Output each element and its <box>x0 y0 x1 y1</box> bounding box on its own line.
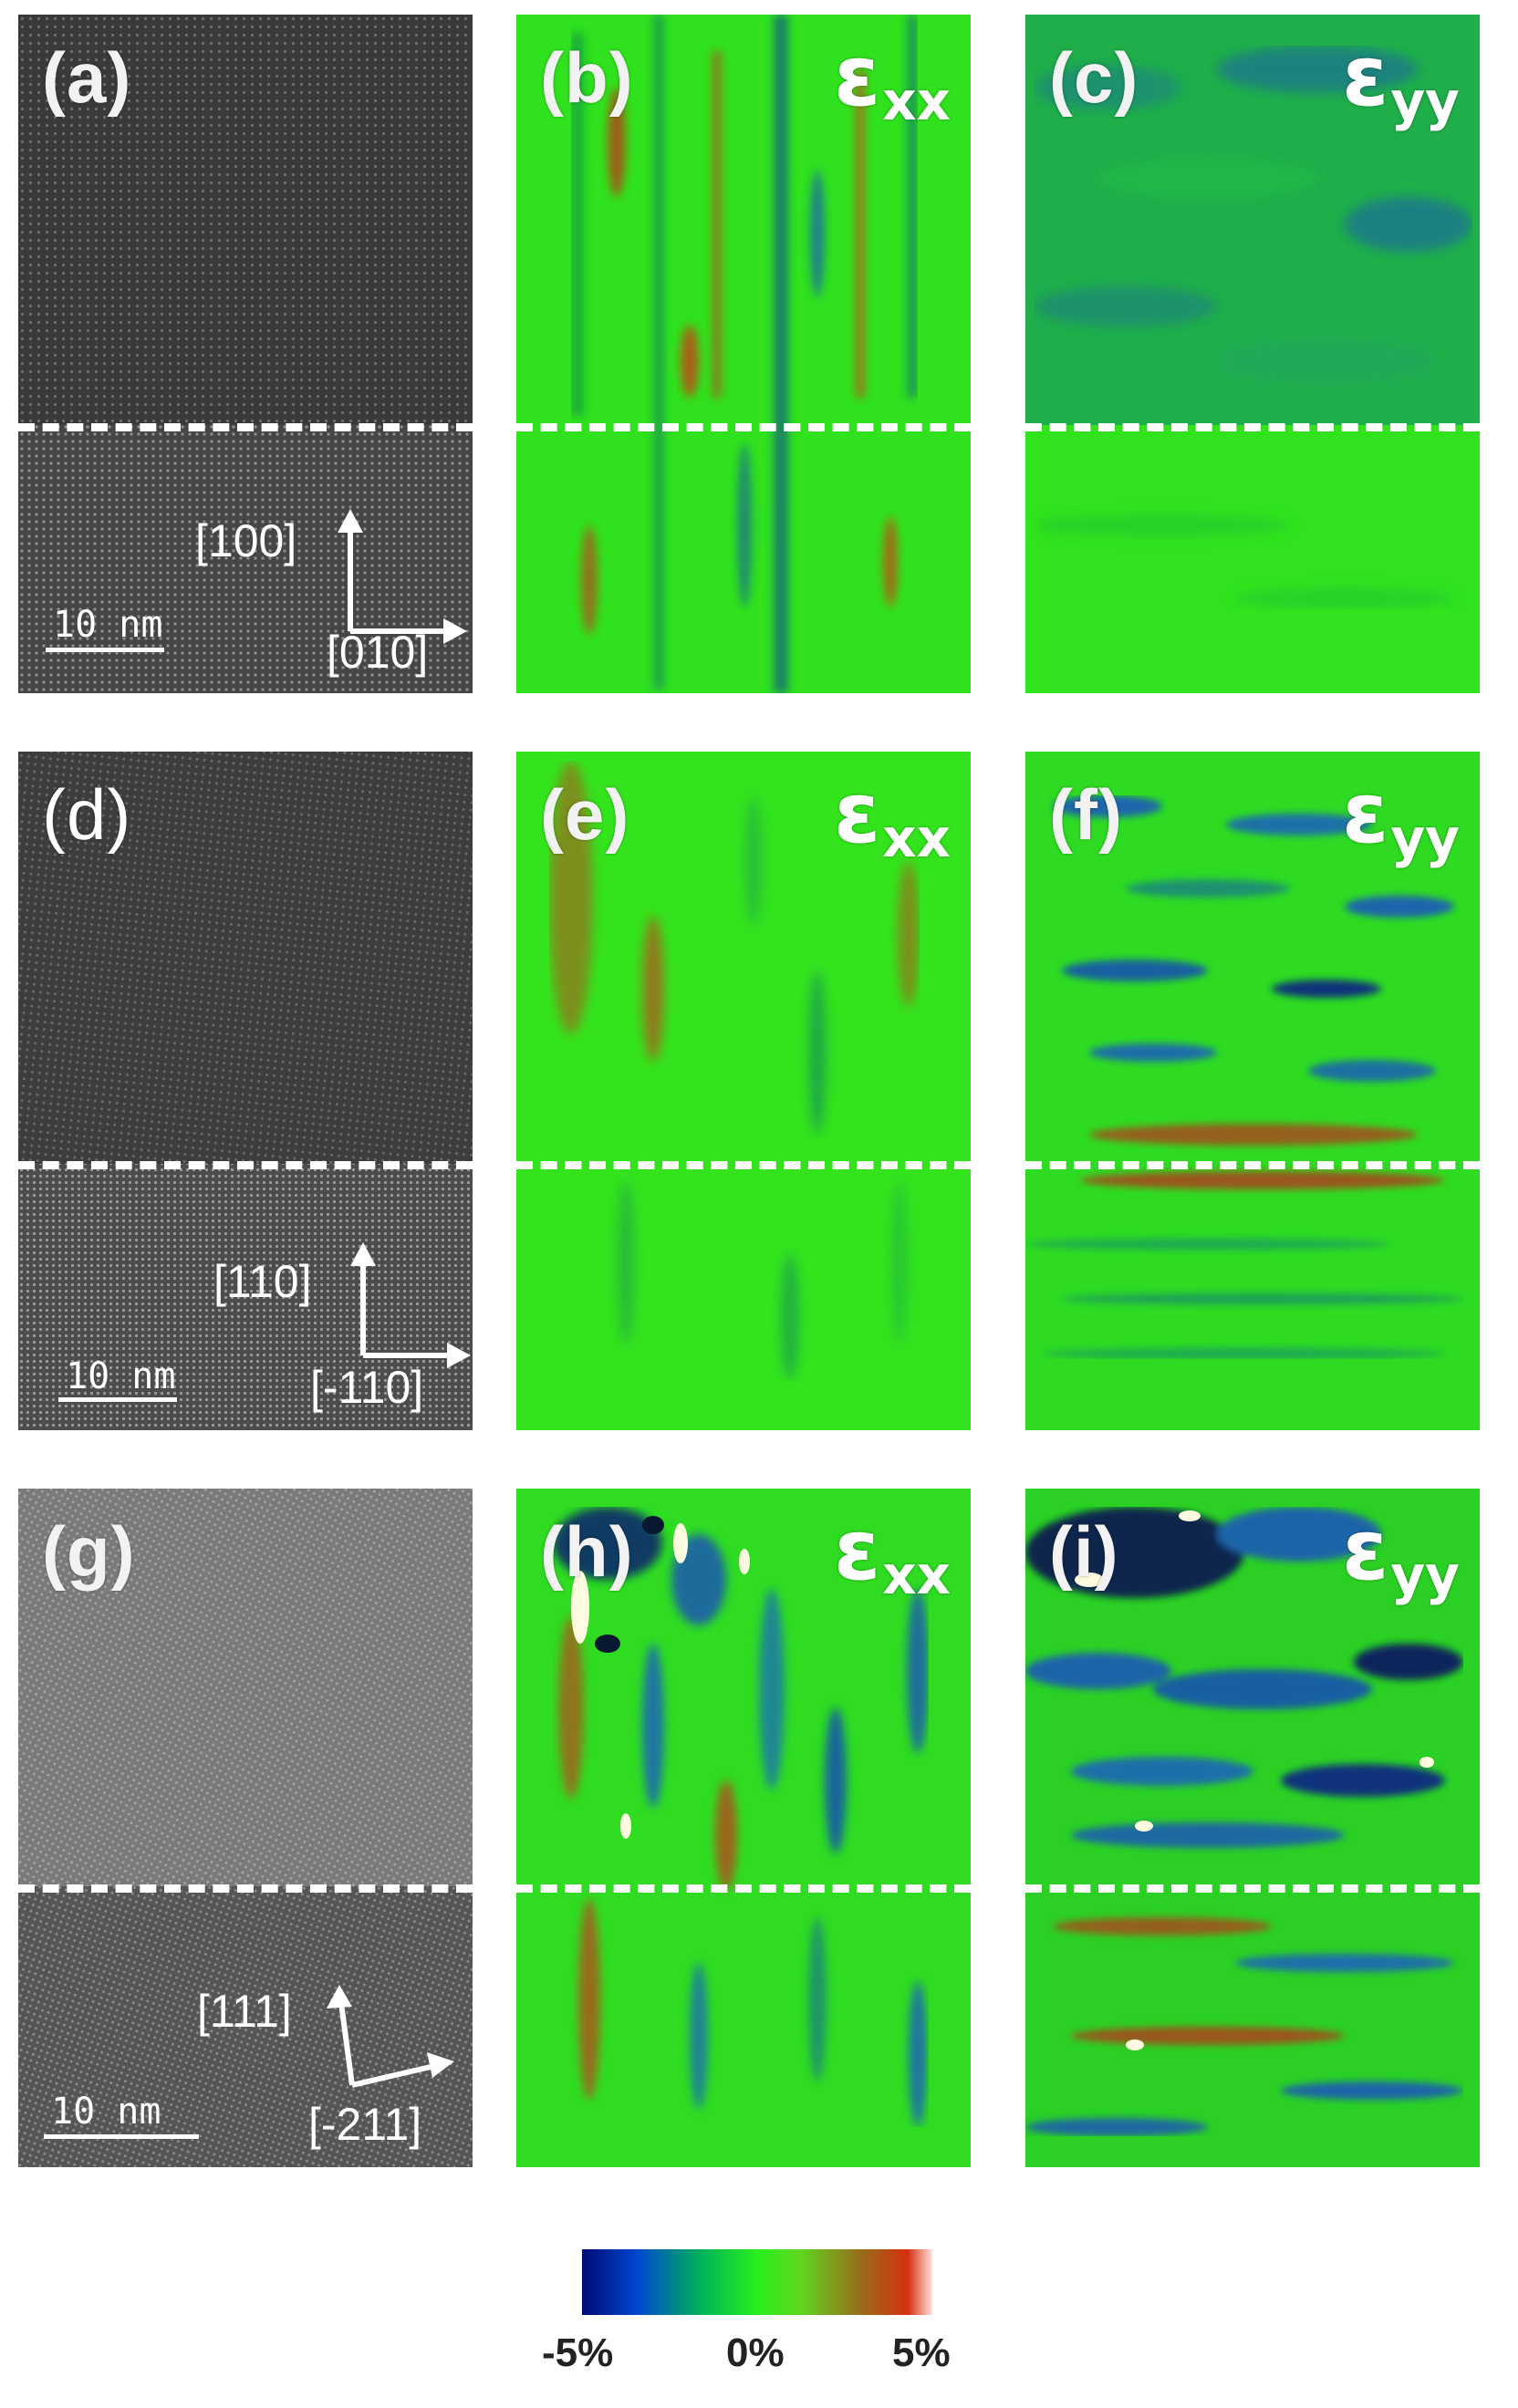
panel-c-strain-yy: (c) εyy <box>1025 15 1480 693</box>
strain-component-label: εxx <box>834 764 951 869</box>
strain-symbol: ε <box>1342 764 1389 862</box>
panel-h-strain-xx: (h) εxx <box>516 1489 971 2167</box>
hrtem-image <box>18 752 473 1430</box>
strain-component-label: εyy <box>1342 764 1460 869</box>
panel-label: (e) <box>540 774 630 855</box>
panel-a-hrtem: (a) [100] [010] 10 nm <box>18 15 473 693</box>
panel-g-hrtem: (g) [111] [-211] 10 nm <box>18 1489 473 2167</box>
strain-component-label: εxx <box>834 1501 951 1606</box>
panel-e-strain-xx: (e) εxx <box>516 752 971 1430</box>
colorbar-min-label: -5% <box>542 2330 614 2375</box>
strain-map <box>516 752 971 1430</box>
colorbar-mid-label: 0% <box>726 2330 785 2375</box>
colorbar-max-label: 5% <box>892 2330 951 2375</box>
interface-line <box>516 423 971 431</box>
scale-bar <box>58 1397 177 1402</box>
direction-label-vertical: [111] <box>197 1986 292 2037</box>
strain-subscript: yy <box>1390 1544 1460 1606</box>
interface-line <box>18 1884 473 1893</box>
panel-f-strain-yy: (f) εyy <box>1025 752 1480 1430</box>
strain-subscript: yy <box>1390 70 1460 132</box>
strain-subscript: xx <box>882 70 951 132</box>
scale-bar-label: 10 nm <box>51 2091 161 2133</box>
direction-label-vertical: [100] <box>195 515 297 566</box>
strain-subscript: xx <box>882 807 951 869</box>
strain-symbol: ε <box>833 1501 881 1599</box>
panel-label: (b) <box>540 37 634 118</box>
axis-arrows-icon <box>350 1242 471 1368</box>
axis-arrows-icon <box>327 1985 454 2088</box>
interface-line <box>1025 423 1480 431</box>
panel-label: (d) <box>42 774 132 855</box>
scale-bar <box>44 2134 199 2139</box>
scale-bar <box>46 648 164 652</box>
direction-label-horizontal: [-211] <box>308 2099 422 2150</box>
strain-map <box>1025 752 1480 1430</box>
direction-label-horizontal: [010] <box>327 627 429 678</box>
panel-label: (f) <box>1049 774 1123 855</box>
hrtem-image <box>18 15 473 693</box>
panel-label: (c) <box>1049 37 1139 118</box>
strain-subscript: yy <box>1390 807 1460 869</box>
strain-component-label: εyy <box>1342 27 1460 132</box>
strain-symbol: ε <box>833 27 881 125</box>
strain-symbol: ε <box>1342 1501 1389 1599</box>
strain-map <box>1025 15 1480 693</box>
strain-subscript: xx <box>882 1544 951 1606</box>
scale-bar-label: 10 nm <box>66 1355 176 1397</box>
strain-symbol: ε <box>1342 27 1389 125</box>
scale-bar-label: 10 nm <box>53 604 163 646</box>
strain-component-label: εxx <box>834 27 951 132</box>
interface-line <box>1025 1161 1480 1169</box>
interface-line <box>516 1884 971 1893</box>
panel-i-strain-yy: (i) εyy <box>1025 1489 1480 2167</box>
interface-line <box>18 423 473 431</box>
panel-label: (a) <box>42 37 132 118</box>
strain-component-label: εyy <box>1342 1501 1460 1606</box>
strain-map <box>516 15 971 693</box>
panel-label: (g) <box>42 1511 136 1592</box>
strain-colorbar <box>582 2249 932 2315</box>
direction-label-horizontal: [-110] <box>310 1362 424 1413</box>
direction-label-vertical: [110] <box>213 1256 312 1307</box>
strain-map <box>1025 1489 1480 2167</box>
panel-d-hrtem: (d) [110] [-110] 10 nm <box>18 752 473 1430</box>
axis-arrows-icon <box>338 509 467 644</box>
interface-line <box>516 1161 971 1169</box>
interface-line <box>1025 1884 1480 1893</box>
panel-b-strain-xx: (b) εxx <box>516 15 971 693</box>
hrtem-image <box>18 1489 473 2167</box>
panel-label: (h) <box>540 1511 634 1592</box>
panel-label: (i) <box>1049 1511 1119 1592</box>
interface-line <box>18 1161 473 1169</box>
strain-symbol: ε <box>833 764 881 862</box>
strain-map <box>516 1489 971 2167</box>
